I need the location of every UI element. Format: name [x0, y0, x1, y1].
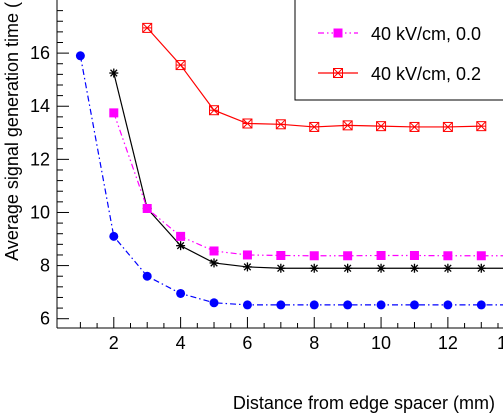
data-point	[175, 60, 186, 71]
data-point-stroke	[477, 264, 486, 273]
x-tick-label: 12	[438, 333, 458, 353]
data-point	[209, 246, 219, 256]
data-point	[209, 105, 220, 116]
data-point	[276, 300, 286, 310]
series-line	[113, 112, 503, 257]
plot-frame	[56, 0, 503, 329]
data-point	[376, 300, 386, 310]
x-tick-label: 10	[371, 333, 391, 353]
data-point-stroke	[277, 264, 285, 273]
series-3	[109, 108, 503, 261]
data-point	[476, 251, 486, 261]
data-point	[142, 271, 152, 281]
data-point	[209, 258, 219, 268]
legend-label: 40 kV/cm, 0.0	[371, 24, 481, 44]
data-point-stroke	[444, 264, 452, 273]
data-point	[309, 300, 319, 310]
data-point-stroke	[210, 259, 218, 267]
y-tick-label: 10	[30, 202, 50, 222]
data-point	[409, 121, 420, 132]
x-tick-label: 4	[176, 333, 186, 353]
y-tick-label: 8	[40, 256, 50, 276]
data-point	[442, 121, 453, 132]
series-line	[79, 55, 503, 306]
y-tick-label: 12	[30, 149, 50, 169]
data-point	[276, 263, 286, 273]
data-point	[376, 121, 387, 132]
data-point	[409, 250, 419, 260]
data-point-stroke	[343, 264, 352, 273]
data-point	[242, 300, 252, 310]
legend-label: 40 kV/cm, 0.2	[371, 64, 481, 84]
y-axis-label: Average signal generation time (	[2, 2, 22, 261]
x-tick-label: 2	[109, 333, 119, 353]
series-line	[113, 72, 503, 269]
data-point	[142, 203, 152, 213]
x-tick-label: 8	[309, 333, 319, 353]
x-axis-label: Distance from edge spacer (mm)	[233, 393, 495, 413]
data-point	[209, 298, 219, 308]
data-point	[275, 119, 286, 130]
series-layer	[75, 22, 503, 310]
data-point	[333, 28, 343, 38]
data-point	[342, 120, 353, 131]
series-2	[109, 68, 503, 273]
data-point	[343, 263, 353, 273]
data-point	[176, 231, 186, 241]
data-point	[276, 250, 286, 260]
data-point	[176, 288, 186, 298]
data-point	[343, 251, 353, 261]
data-point	[476, 300, 486, 310]
series-4	[142, 22, 487, 132]
data-point	[75, 51, 85, 61]
data-point	[242, 262, 252, 272]
x-tick-label: 6	[242, 333, 252, 353]
data-point	[242, 118, 253, 129]
data-point	[376, 250, 386, 260]
data-point	[476, 121, 487, 132]
y-tick-label: 14	[30, 96, 50, 116]
data-point-stroke	[243, 263, 252, 271]
data-point-stroke	[176, 241, 185, 250]
data-point	[443, 300, 453, 310]
data-point	[309, 121, 320, 132]
data-point	[309, 251, 319, 261]
data-point-stroke	[310, 264, 319, 273]
data-point-stroke	[110, 69, 118, 77]
data-point-stroke	[377, 264, 385, 273]
data-point	[309, 263, 319, 273]
data-point	[242, 250, 252, 260]
legend-box	[294, 0, 503, 101]
data-point	[176, 241, 186, 251]
data-point	[333, 68, 343, 78]
data-point	[109, 108, 119, 118]
data-point	[376, 263, 386, 273]
data-point	[443, 251, 453, 261]
data-point	[409, 263, 419, 273]
data-point	[476, 263, 486, 273]
y-tick-label: 16	[30, 43, 50, 63]
series-1	[75, 51, 503, 310]
data-point	[409, 300, 419, 310]
data-point	[343, 300, 353, 310]
legend-entry-2: 40 kV/cm, 0.2	[318, 64, 481, 84]
y-tick-label: 6	[40, 309, 50, 329]
data-point	[109, 231, 119, 241]
data-point	[443, 263, 453, 273]
x-tick-label: 1	[497, 333, 503, 353]
data-point-stroke	[410, 264, 419, 273]
data-point	[109, 68, 119, 78]
data-point	[142, 22, 153, 33]
legend-entry-1: 40 kV/cm, 0.0	[318, 24, 481, 44]
legend: 40 kV/cm, 0.0 40 kV/cm, 0.2	[294, 0, 503, 101]
